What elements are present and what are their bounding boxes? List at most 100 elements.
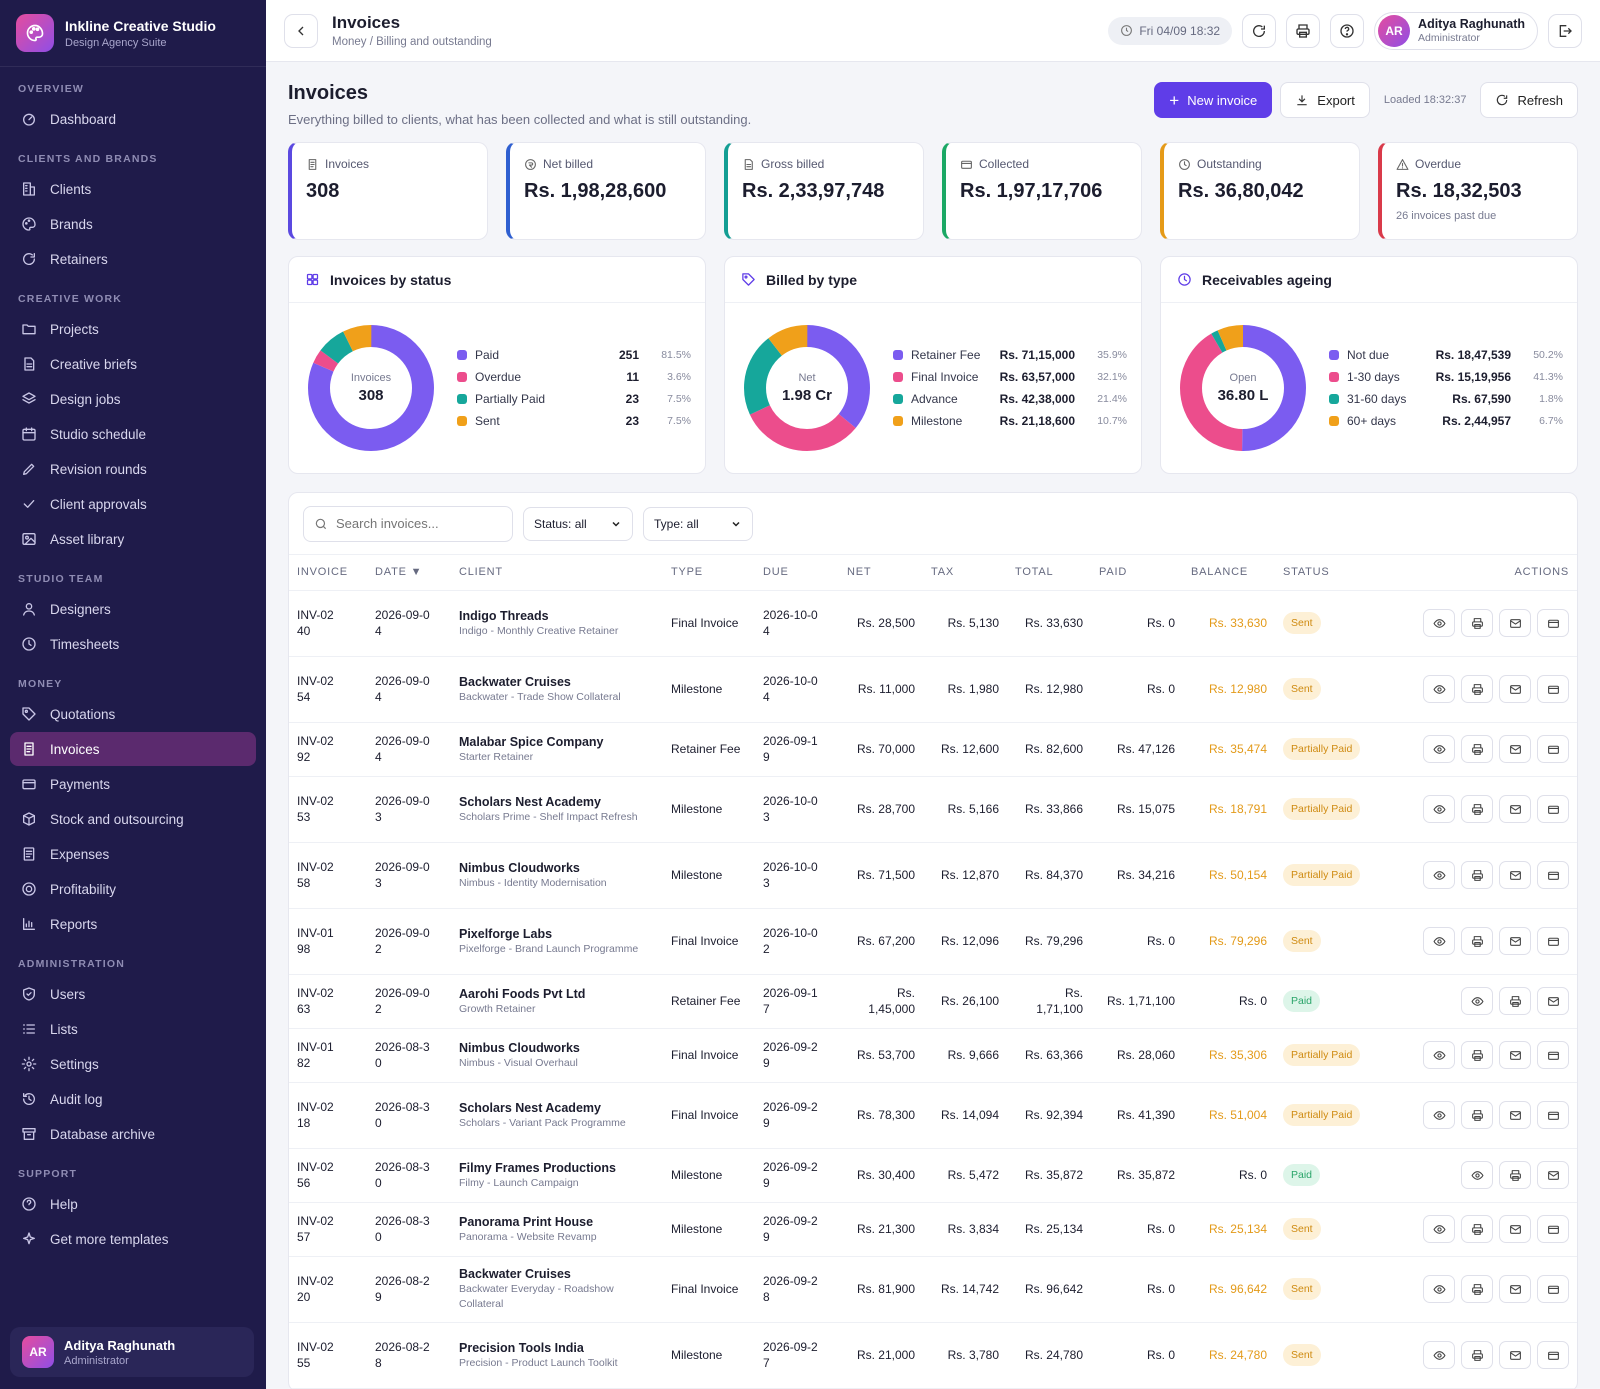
sidebar-item-creative-briefs[interactable]: Creative briefs (10, 347, 256, 381)
logout-button[interactable] (1548, 13, 1582, 48)
sidebar-item-brands[interactable]: Brands (10, 207, 256, 241)
email-invoice-button[interactable] (1499, 795, 1531, 823)
invoice-number[interactable]: INV-0240 (297, 608, 334, 638)
status-filter-select[interactable]: Status: all (523, 506, 633, 541)
email-invoice-button[interactable] (1499, 1215, 1531, 1243)
sidebar-user[interactable]: AR Aditya Raghunath Administrator (10, 1327, 254, 1377)
email-invoice-button[interactable] (1499, 1275, 1531, 1303)
table-row[interactable]: INV-0255 2026-08-28 Precision Tools Indi… (289, 1322, 1577, 1389)
client-name[interactable]: Nimbus Cloudworks (459, 1040, 580, 1055)
view-button[interactable] (1423, 1341, 1455, 1369)
record-payment-button[interactable] (1537, 795, 1569, 823)
client-name[interactable]: Panorama Print House (459, 1214, 594, 1229)
table-row[interactable]: INV-0198 2026-09-02 Pixelforge Labs Pixel… (289, 908, 1577, 975)
table-row[interactable]: INV-0254 2026-09-04 Backwater Cruises Bac… (289, 656, 1577, 723)
user-menu[interactable]: AR Aditya Raghunath Administrator (1374, 11, 1538, 50)
sidebar-item-audit-log[interactable]: Audit log (10, 1082, 256, 1116)
column-header[interactable]: DATE ▼ (367, 555, 451, 591)
sidebar-item-stock-and-outsourcing[interactable]: Stock and outsourcing (10, 802, 256, 836)
print-button[interactable] (1286, 13, 1321, 48)
new-invoice-button[interactable]: + New invoice (1154, 82, 1273, 118)
email-invoice-button[interactable] (1537, 987, 1569, 1015)
view-button[interactable] (1423, 735, 1455, 763)
sidebar-item-quotations[interactable]: Quotations (10, 697, 256, 731)
client-name[interactable]: Indigo Threads (459, 608, 549, 623)
sidebar-item-reports[interactable]: Reports (10, 907, 256, 941)
email-invoice-button[interactable] (1537, 1161, 1569, 1189)
client-name[interactable]: Precision Tools India (459, 1340, 584, 1355)
record-payment-button[interactable] (1537, 1341, 1569, 1369)
view-button[interactable] (1423, 861, 1455, 889)
sidebar-item-studio-schedule[interactable]: Studio schedule (10, 417, 256, 451)
table-row[interactable]: INV-0258 2026-09-03 Nimbus Cloudworks Nim… (289, 842, 1577, 909)
invoice-number[interactable]: INV-0257 (297, 1214, 334, 1244)
record-payment-button[interactable] (1537, 927, 1569, 955)
client-name[interactable]: Aarohi Foods Pvt Ltd (459, 986, 586, 1001)
view-button[interactable] (1423, 1101, 1455, 1129)
sidebar-item-invoices[interactable]: Invoices (10, 732, 256, 766)
sidebar-item-asset-library[interactable]: Asset library (10, 522, 256, 556)
record-payment-button[interactable] (1537, 609, 1569, 637)
email-invoice-button[interactable] (1499, 735, 1531, 763)
view-button[interactable] (1423, 1215, 1455, 1243)
print-invoice-button[interactable] (1461, 609, 1493, 637)
print-invoice-button[interactable] (1461, 1041, 1493, 1069)
view-button[interactable] (1423, 927, 1455, 955)
record-payment-button[interactable] (1537, 735, 1569, 763)
sidebar-item-projects[interactable]: Projects (10, 312, 256, 346)
invoice-number[interactable]: INV-0292 (297, 734, 334, 764)
print-invoice-button[interactable] (1499, 987, 1531, 1015)
sidebar-item-get-more-templates[interactable]: Get more templates (10, 1222, 256, 1256)
invoice-number[interactable]: INV-0220 (297, 1274, 334, 1304)
sidebar-item-settings[interactable]: Settings (10, 1047, 256, 1081)
email-invoice-button[interactable] (1499, 1041, 1531, 1069)
print-invoice-button[interactable] (1461, 675, 1493, 703)
invoice-number[interactable]: INV-0258 (297, 860, 334, 890)
record-payment-button[interactable] (1537, 1215, 1569, 1243)
sidebar-item-payments[interactable]: Payments (10, 767, 256, 801)
record-payment-button[interactable] (1537, 1275, 1569, 1303)
record-payment-button[interactable] (1537, 861, 1569, 889)
view-button[interactable] (1461, 1161, 1493, 1189)
email-invoice-button[interactable] (1499, 1341, 1531, 1369)
invoice-number[interactable]: INV-0254 (297, 674, 334, 704)
sidebar-item-timesheets[interactable]: Timesheets (10, 627, 256, 661)
view-button[interactable] (1423, 675, 1455, 703)
client-name[interactable]: Nimbus Cloudworks (459, 860, 580, 875)
sidebar-item-design-jobs[interactable]: Design jobs (10, 382, 256, 416)
sidebar-item-retainers[interactable]: Retainers (10, 242, 256, 276)
client-name[interactable]: Scholars Nest Academy (459, 794, 601, 809)
sidebar-item-lists[interactable]: Lists (10, 1012, 256, 1046)
invoice-number[interactable]: INV-0263 (297, 986, 334, 1016)
print-invoice-button[interactable] (1461, 1101, 1493, 1129)
invoice-number[interactable]: INV-0198 (297, 926, 334, 956)
sidebar-item-expenses[interactable]: Expenses (10, 837, 256, 871)
table-row[interactable]: INV-0263 2026-09-02 Aarohi Foods Pvt Ltd… (289, 974, 1577, 1029)
export-button[interactable]: Export (1280, 82, 1370, 118)
client-name[interactable]: Pixelforge Labs (459, 926, 553, 941)
client-name[interactable]: Scholars Nest Academy (459, 1100, 601, 1115)
invoice-number[interactable]: INV-0256 (297, 1160, 334, 1190)
client-name[interactable]: Filmy Frames Productions (459, 1160, 616, 1175)
view-button[interactable] (1461, 987, 1493, 1015)
record-payment-button[interactable] (1537, 675, 1569, 703)
client-name[interactable]: Malabar Spice Company (459, 734, 604, 749)
table-row[interactable]: INV-0240 2026-09-04 Indigo Threads Indigo… (289, 590, 1577, 657)
invoice-number[interactable]: INV-0182 (297, 1040, 334, 1070)
email-invoice-button[interactable] (1499, 609, 1531, 637)
sidebar-item-help[interactable]: Help (10, 1187, 256, 1221)
email-invoice-button[interactable] (1499, 861, 1531, 889)
invoice-number[interactable]: INV-0218 (297, 1100, 334, 1130)
email-invoice-button[interactable] (1499, 927, 1531, 955)
view-button[interactable] (1423, 795, 1455, 823)
sidebar-item-profitability[interactable]: Profitability (10, 872, 256, 906)
type-filter-select[interactable]: Type: all (643, 506, 753, 541)
table-row[interactable]: INV-0220 2026-08-29 Backwater Cruises Bac… (289, 1256, 1577, 1323)
email-invoice-button[interactable] (1499, 675, 1531, 703)
record-payment-button[interactable] (1537, 1101, 1569, 1129)
view-button[interactable] (1423, 1275, 1455, 1303)
email-invoice-button[interactable] (1499, 1101, 1531, 1129)
view-button[interactable] (1423, 609, 1455, 637)
view-button[interactable] (1423, 1041, 1455, 1069)
help-button[interactable] (1330, 13, 1365, 48)
